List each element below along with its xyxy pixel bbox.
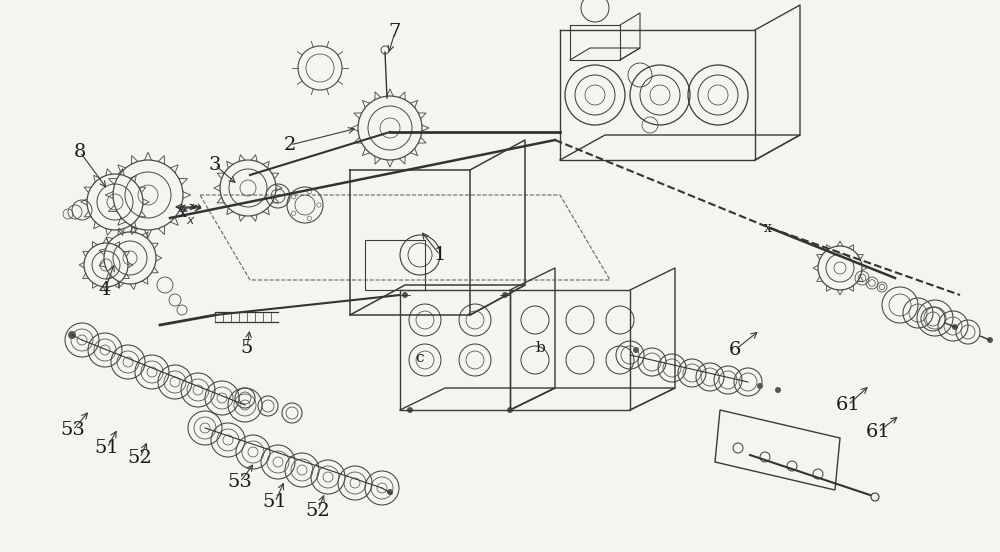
Text: 8: 8 — [74, 143, 86, 161]
Text: 52: 52 — [128, 449, 152, 467]
Text: x: x — [186, 214, 194, 226]
Bar — [365, 240, 425, 290]
Text: x: x — [179, 206, 187, 220]
Text: 53: 53 — [228, 473, 252, 491]
Text: 51: 51 — [95, 439, 119, 457]
Circle shape — [987, 337, 993, 343]
Circle shape — [952, 324, 958, 330]
Circle shape — [68, 331, 76, 339]
Text: 51: 51 — [263, 493, 287, 511]
Text: 52: 52 — [306, 502, 330, 520]
Circle shape — [502, 292, 508, 298]
Circle shape — [633, 347, 639, 353]
Text: 3: 3 — [209, 156, 221, 174]
Text: 5: 5 — [241, 339, 253, 357]
Text: c: c — [416, 351, 424, 365]
Text: b: b — [535, 341, 545, 355]
Text: 6: 6 — [729, 341, 741, 359]
Text: 61: 61 — [836, 396, 860, 414]
Text: 1: 1 — [434, 246, 446, 264]
Circle shape — [757, 383, 763, 389]
Circle shape — [387, 489, 393, 495]
Circle shape — [507, 407, 513, 413]
Text: 4: 4 — [99, 281, 111, 299]
Text: 61: 61 — [866, 423, 890, 441]
Text: 2: 2 — [284, 136, 296, 154]
Circle shape — [407, 407, 413, 413]
Text: x: x — [764, 221, 772, 235]
Circle shape — [775, 387, 781, 393]
Text: 53: 53 — [61, 421, 85, 439]
Circle shape — [402, 292, 408, 298]
Text: ↔: ↔ — [189, 200, 201, 214]
Text: 7: 7 — [389, 23, 401, 41]
